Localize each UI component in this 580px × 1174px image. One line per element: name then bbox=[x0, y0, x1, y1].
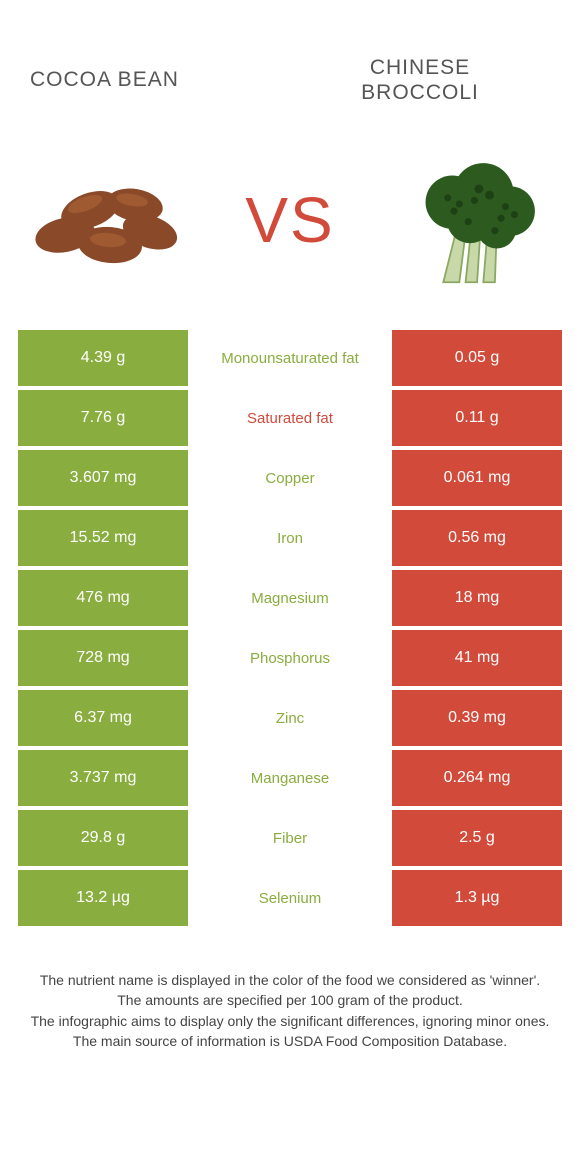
nutrient-label: Iron bbox=[188, 510, 392, 566]
nutrient-label: Monounsaturated fat bbox=[188, 330, 392, 386]
value-left: 6.37 mg bbox=[18, 690, 188, 746]
table-row: 29.8 gFiber2.5 g bbox=[18, 810, 562, 866]
footer-line-1: The nutrient name is displayed in the co… bbox=[30, 970, 550, 990]
nutrient-label: Fiber bbox=[188, 810, 392, 866]
value-right: 1.3 µg bbox=[392, 870, 562, 926]
nutrient-label: Selenium bbox=[188, 870, 392, 926]
value-left: 476 mg bbox=[18, 570, 188, 626]
table-row: 4.39 gMonounsaturated fat0.05 g bbox=[18, 330, 562, 386]
nutrient-table: 4.39 gMonounsaturated fat0.05 g7.76 gSat… bbox=[0, 330, 580, 926]
nutrient-label: Copper bbox=[188, 450, 392, 506]
value-right: 0.264 mg bbox=[392, 750, 562, 806]
value-right: 0.061 mg bbox=[392, 450, 562, 506]
table-row: 3.737 mgManganese0.264 mg bbox=[18, 750, 562, 806]
nutrient-label: Saturated fat bbox=[188, 390, 392, 446]
image-row: VS bbox=[0, 130, 580, 330]
table-row: 3.607 mgCopper0.061 mg bbox=[18, 450, 562, 506]
value-left: 29.8 g bbox=[18, 810, 188, 866]
cocoa-bean-image bbox=[20, 140, 200, 300]
title-right-line2: BROCCOLI bbox=[361, 81, 479, 104]
value-left: 13.2 µg bbox=[18, 870, 188, 926]
table-row: 6.37 mgZinc0.39 mg bbox=[18, 690, 562, 746]
value-right: 2.5 g bbox=[392, 810, 562, 866]
footer-line-3: The infographic aims to display only the… bbox=[30, 1011, 550, 1031]
value-left: 3.737 mg bbox=[18, 750, 188, 806]
footer-line-4: The main source of information is USDA F… bbox=[30, 1031, 550, 1051]
table-row: 476 mgMagnesium18 mg bbox=[18, 570, 562, 626]
title-right: CHINESE BROCCOLI bbox=[290, 55, 550, 105]
value-left: 728 mg bbox=[18, 630, 188, 686]
value-right: 41 mg bbox=[392, 630, 562, 686]
value-right: 0.11 g bbox=[392, 390, 562, 446]
value-left: 3.607 mg bbox=[18, 450, 188, 506]
table-row: 15.52 mgIron0.56 mg bbox=[18, 510, 562, 566]
value-left: 7.76 g bbox=[18, 390, 188, 446]
value-left: 4.39 g bbox=[18, 330, 188, 386]
vs-label: VS bbox=[245, 183, 334, 257]
value-right: 0.39 mg bbox=[392, 690, 562, 746]
value-right: 18 mg bbox=[392, 570, 562, 626]
footer-line-2: The amounts are specified per 100 gram o… bbox=[30, 990, 550, 1010]
table-row: 728 mgPhosphorus41 mg bbox=[18, 630, 562, 686]
value-right: 0.05 g bbox=[392, 330, 562, 386]
table-row: 13.2 µgSelenium1.3 µg bbox=[18, 870, 562, 926]
nutrient-label: Magnesium bbox=[188, 570, 392, 626]
title-right-line1: CHINESE bbox=[370, 56, 470, 79]
table-row: 7.76 gSaturated fat0.11 g bbox=[18, 390, 562, 446]
broccoli-image bbox=[380, 140, 560, 300]
value-right: 0.56 mg bbox=[392, 510, 562, 566]
value-left: 15.52 mg bbox=[18, 510, 188, 566]
nutrient-label: Phosphorus bbox=[188, 630, 392, 686]
title-left: COCOA BEAN bbox=[30, 68, 290, 92]
header: COCOA BEAN CHINESE BROCCOLI bbox=[0, 0, 580, 130]
footer-notes: The nutrient name is displayed in the co… bbox=[0, 930, 580, 1051]
nutrient-label: Manganese bbox=[188, 750, 392, 806]
nutrient-label: Zinc bbox=[188, 690, 392, 746]
